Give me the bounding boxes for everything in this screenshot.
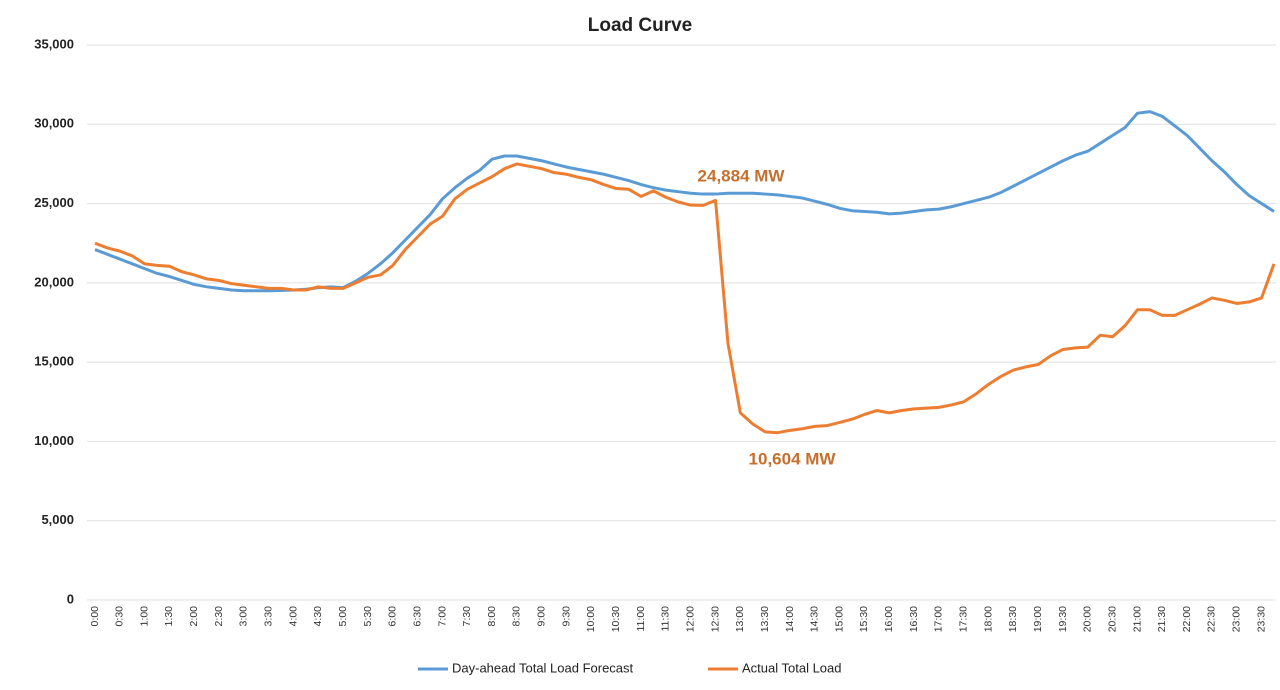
y-tick-label: 30,000 xyxy=(34,116,74,131)
x-tick-label: 7:30 xyxy=(461,606,473,627)
x-tick-label: 2:30 xyxy=(213,606,225,627)
x-tick-label: 7:00 xyxy=(436,606,448,627)
x-tick-label: 11:00 xyxy=(635,606,647,632)
x-tick-label: 18:00 xyxy=(982,606,994,632)
x-tick-label: 18:30 xyxy=(1007,606,1019,632)
x-tick-label: 13:00 xyxy=(734,606,746,632)
x-tick-label: 3:30 xyxy=(263,606,275,627)
x-tick-label: 10:30 xyxy=(610,606,622,632)
annotation: 10,604 MW xyxy=(749,449,837,468)
x-tick-label: 13:30 xyxy=(759,606,771,632)
annotation: 24,884 MW xyxy=(698,166,786,185)
chart-title: Load Curve xyxy=(588,15,693,36)
y-tick-label: 20,000 xyxy=(34,274,74,289)
x-tick-label: 16:00 xyxy=(883,606,895,632)
x-tick-label: 20:00 xyxy=(1082,606,1094,632)
x-tick-label: 14:30 xyxy=(809,606,821,632)
x-tick-label: 1:00 xyxy=(138,606,150,627)
y-tick-label: 15,000 xyxy=(34,354,74,369)
x-tick-label: 0:00 xyxy=(89,606,101,627)
x-tick-label: 22:00 xyxy=(1181,606,1193,632)
x-tick-label: 5:30 xyxy=(362,606,374,627)
y-tick-label: 5,000 xyxy=(41,512,74,527)
x-tick-label: 23:30 xyxy=(1255,606,1267,632)
x-tick-label: 8:00 xyxy=(486,606,498,627)
x-tick-label: 19:30 xyxy=(1057,606,1069,632)
series-line xyxy=(94,162,1276,435)
y-tick-label: 10,000 xyxy=(34,433,74,448)
x-tick-label: 4:00 xyxy=(287,606,299,627)
x-tick-label: 5:00 xyxy=(337,606,349,627)
x-tick-label: 20:30 xyxy=(1106,606,1118,632)
x-tick-label: 6:00 xyxy=(387,606,399,627)
x-tick-label: 1:30 xyxy=(163,606,175,627)
x-tick-label: 12:00 xyxy=(684,606,696,632)
x-tick-label: 15:30 xyxy=(858,606,870,632)
legend-label: Actual Total Load xyxy=(742,660,842,675)
x-tick-label: 23:00 xyxy=(1231,606,1243,632)
x-tick-label: 14:00 xyxy=(784,606,796,632)
y-tick-label: 25,000 xyxy=(34,195,74,210)
x-tick-label: 22:30 xyxy=(1206,606,1218,632)
x-tick-label: 9:30 xyxy=(560,606,572,627)
x-tick-label: 17:30 xyxy=(958,606,970,632)
x-tick-label: 21:30 xyxy=(1156,606,1168,632)
legend-label: Day-ahead Total Load Forecast xyxy=(452,660,634,675)
x-tick-label: 16:30 xyxy=(908,606,920,632)
series-line xyxy=(94,110,1275,293)
x-tick-label: 4:30 xyxy=(312,606,324,627)
x-tick-label: 21:00 xyxy=(1131,606,1143,632)
x-tick-label: 9:00 xyxy=(536,606,548,627)
x-tick-label: 19:00 xyxy=(1032,606,1044,632)
y-tick-label: 35,000 xyxy=(34,36,74,51)
x-tick-label: 15:00 xyxy=(833,606,845,632)
x-tick-label: 12:30 xyxy=(709,606,721,632)
x-tick-label: 10:00 xyxy=(585,606,597,632)
x-tick-label: 11:30 xyxy=(660,606,672,632)
x-tick-label: 2:00 xyxy=(188,606,200,627)
x-tick-label: 6:30 xyxy=(411,606,423,627)
x-tick-label: 0:30 xyxy=(114,606,126,627)
y-tick-label: 0 xyxy=(67,591,74,606)
x-tick-label: 17:00 xyxy=(933,606,945,632)
x-tick-label: 3:00 xyxy=(238,606,250,627)
x-tick-label: 8:30 xyxy=(511,606,523,627)
